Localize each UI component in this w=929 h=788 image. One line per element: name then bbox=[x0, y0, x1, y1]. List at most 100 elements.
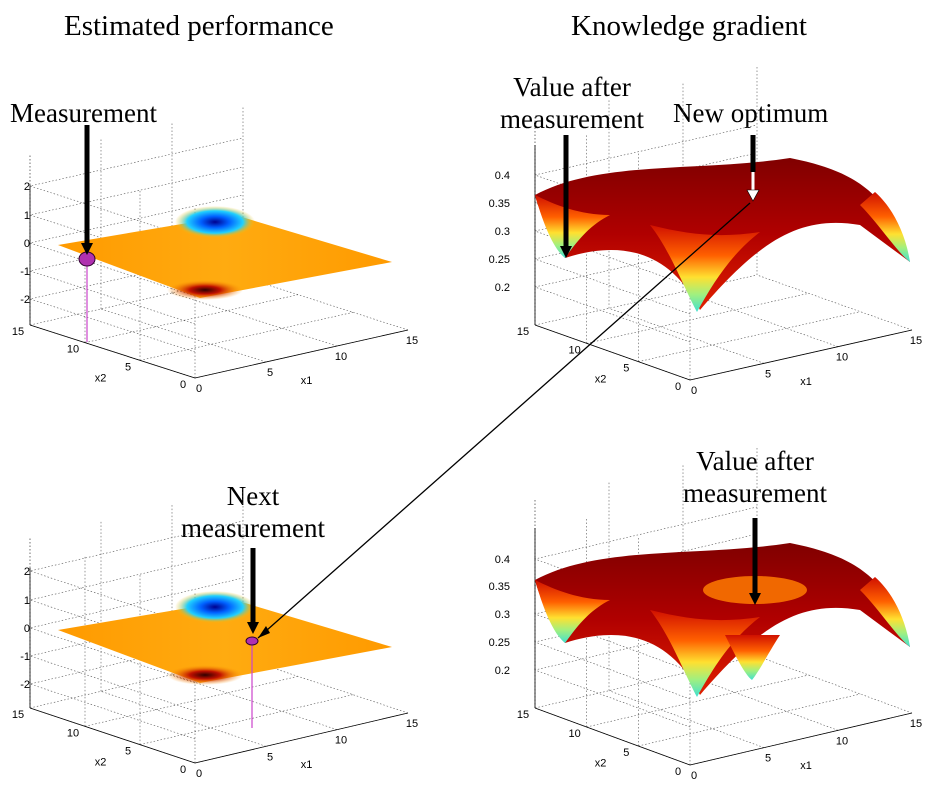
z-tick-label: 1 bbox=[24, 595, 30, 607]
grid-line bbox=[638, 693, 861, 747]
grid-line bbox=[100, 691, 267, 747]
measurement-point bbox=[245, 636, 259, 646]
annotation-line: Value after bbox=[696, 446, 814, 476]
y-axis-label: x2 bbox=[95, 373, 107, 385]
y-tick-label: 10 bbox=[569, 728, 581, 740]
x-tick-label: 5 bbox=[765, 368, 771, 380]
z-tick-label: 0.25 bbox=[489, 637, 510, 649]
connector-head bbox=[258, 626, 270, 638]
x-tick-label: 5 bbox=[765, 753, 771, 765]
z-tick-label: 0.35 bbox=[489, 581, 510, 593]
y-tick-label: 15 bbox=[517, 709, 529, 721]
arrow-next-measurement bbox=[247, 548, 259, 634]
x-axis-line bbox=[194, 329, 409, 379]
grid-line bbox=[756, 274, 913, 331]
surface-dip bbox=[725, 635, 780, 680]
grid-line bbox=[242, 276, 409, 331]
y-axis-label: x2 bbox=[595, 374, 607, 386]
z-tick-label: 2 bbox=[24, 566, 30, 578]
x-tick-label: 0 bbox=[196, 768, 202, 780]
y-axis-line bbox=[534, 324, 691, 381]
surface-dip bbox=[650, 225, 760, 312]
z-tick-label: 0.4 bbox=[495, 170, 510, 182]
y-axis-line bbox=[29, 324, 196, 379]
z-tick-label: 0.4 bbox=[495, 554, 510, 566]
y-tick-label: 15 bbox=[12, 709, 24, 721]
axes bbox=[29, 185, 409, 379]
x-tick-label: 10 bbox=[836, 352, 848, 364]
arrow-head bbox=[81, 243, 93, 255]
y-tick-label: 5 bbox=[623, 363, 629, 375]
grid-line bbox=[139, 694, 354, 745]
y-tick-label: 0 bbox=[180, 379, 186, 391]
annotation-line: Value after bbox=[513, 72, 631, 102]
z-tick-label: 0 bbox=[24, 238, 30, 250]
surface-plane bbox=[58, 215, 392, 298]
annotation-line: measurement bbox=[683, 478, 827, 508]
y-axis-line bbox=[29, 707, 196, 764]
x-tick-label: 0 bbox=[691, 385, 697, 397]
measurement-marker bbox=[78, 251, 96, 342]
x-axis-line bbox=[194, 712, 409, 764]
y-tick-label: 0 bbox=[675, 381, 681, 393]
grid-line bbox=[28, 549, 244, 656]
z-tick-label: -1 bbox=[20, 651, 30, 663]
grid-line bbox=[28, 577, 244, 684]
annotation-value-after-measurement-top: Value after measurement bbox=[497, 71, 647, 135]
z-tick-label: 0.35 bbox=[489, 198, 510, 210]
arrow-head bbox=[746, 189, 760, 202]
z-tick-label: -2 bbox=[20, 679, 30, 691]
annotation-new-optimum: New optimum bbox=[673, 98, 829, 128]
x-tick-label: 15 bbox=[910, 718, 922, 730]
y-tick-label: 10 bbox=[569, 344, 581, 356]
z-tick-label: 0.3 bbox=[495, 609, 510, 621]
annotation-measurement: Measurement bbox=[10, 98, 157, 128]
surface-trough bbox=[167, 280, 243, 300]
x-axis-line bbox=[689, 329, 913, 381]
connector-line bbox=[257, 202, 751, 639]
x-tick-label: 5 bbox=[267, 367, 273, 379]
surface-top bbox=[535, 543, 910, 695]
x-tick-label: 15 bbox=[910, 335, 922, 347]
heading-knowledge-gradient: Knowledge gradient bbox=[571, 10, 807, 42]
x-axis-label: x1 bbox=[301, 759, 313, 771]
grid-line bbox=[682, 291, 839, 347]
y-tick-label: 5 bbox=[125, 361, 131, 373]
surface-dip bbox=[860, 192, 910, 262]
annotation-line: measurement bbox=[181, 513, 325, 543]
surface-peak bbox=[175, 591, 255, 623]
surface-trough bbox=[167, 665, 243, 685]
grid-line bbox=[28, 137, 244, 240]
z-tick-label: 2 bbox=[24, 181, 30, 193]
next-measurement-marker bbox=[245, 636, 259, 728]
grid-line bbox=[171, 292, 338, 347]
grid-line bbox=[28, 194, 244, 297]
estimated-surface bbox=[58, 206, 392, 300]
grid-line bbox=[28, 166, 244, 269]
y-tick-label: 0 bbox=[180, 764, 186, 776]
arrow-value-after-bottom bbox=[749, 518, 761, 605]
annotation-value-after-measurement-bottom: Value after measurement bbox=[680, 445, 830, 509]
x-tick-label: 15 bbox=[406, 718, 418, 730]
arrow-value-after-top bbox=[560, 135, 572, 258]
estimated-surface bbox=[58, 591, 392, 685]
arrow-head bbox=[560, 246, 572, 258]
y-axis-label: x2 bbox=[595, 758, 607, 770]
surface-peak bbox=[175, 206, 255, 238]
z-tick-label: 0.25 bbox=[489, 254, 510, 266]
y-axis-label: x2 bbox=[95, 757, 107, 769]
y-tick-label: 5 bbox=[623, 747, 629, 759]
annotation-line: measurement bbox=[500, 104, 644, 134]
axes bbox=[29, 568, 409, 764]
connector-new-optimum bbox=[257, 202, 751, 639]
heading-estimated-performance: Estimated performance bbox=[64, 10, 334, 42]
grid-line bbox=[586, 674, 809, 728]
grid-line bbox=[84, 294, 299, 343]
y-tick-label: 15 bbox=[517, 326, 529, 338]
z-tick-label: -1 bbox=[20, 266, 30, 278]
surface-dip bbox=[860, 577, 910, 647]
grid-line bbox=[100, 308, 267, 363]
arrow-measurement bbox=[81, 125, 93, 255]
y-axis-line bbox=[534, 707, 691, 766]
grid-line bbox=[756, 655, 913, 714]
